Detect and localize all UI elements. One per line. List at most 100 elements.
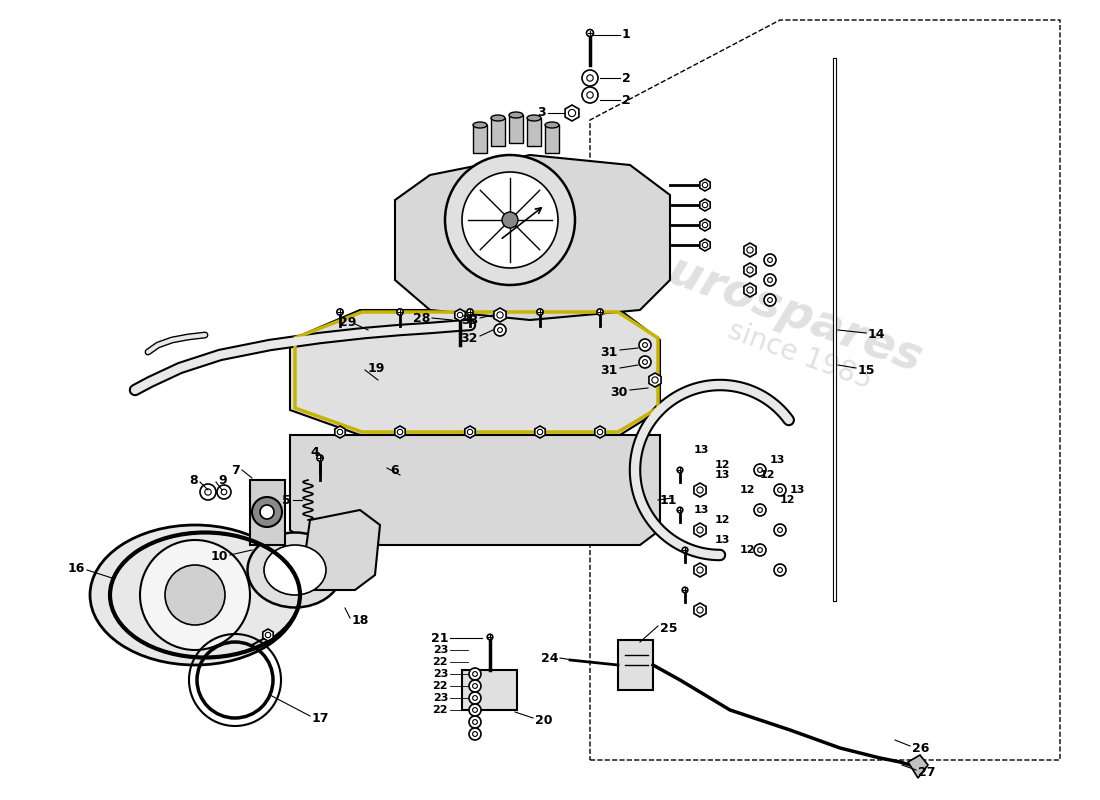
Circle shape <box>537 430 542 434</box>
Circle shape <box>458 312 463 318</box>
Polygon shape <box>334 426 345 438</box>
Text: 17: 17 <box>312 711 330 725</box>
Circle shape <box>140 540 250 650</box>
Polygon shape <box>694 563 706 577</box>
Polygon shape <box>700 219 711 231</box>
Bar <box>509 115 522 143</box>
Text: 5: 5 <box>283 494 292 506</box>
Polygon shape <box>744 263 756 277</box>
Circle shape <box>754 544 766 556</box>
Polygon shape <box>694 523 706 537</box>
Ellipse shape <box>509 112 522 118</box>
Circle shape <box>682 547 688 553</box>
Bar <box>618 640 653 690</box>
Circle shape <box>473 707 477 712</box>
Circle shape <box>497 328 503 333</box>
Circle shape <box>469 704 481 716</box>
Bar <box>527 118 541 146</box>
Text: 18: 18 <box>352 614 370 626</box>
Circle shape <box>682 587 688 593</box>
Circle shape <box>582 70 598 86</box>
Polygon shape <box>908 755 928 778</box>
Polygon shape <box>395 155 670 320</box>
Text: 32: 32 <box>461 331 478 345</box>
Text: 16: 16 <box>67 562 85 574</box>
Polygon shape <box>694 483 706 497</box>
Circle shape <box>462 172 558 268</box>
Circle shape <box>702 222 707 228</box>
Circle shape <box>764 274 776 286</box>
Polygon shape <box>465 426 475 438</box>
Circle shape <box>652 377 658 383</box>
Circle shape <box>397 430 403 434</box>
Circle shape <box>165 565 226 625</box>
Polygon shape <box>694 603 706 617</box>
Circle shape <box>582 87 598 103</box>
Text: 13: 13 <box>790 485 805 495</box>
Text: 12: 12 <box>740 545 756 555</box>
Text: 12: 12 <box>740 485 756 495</box>
Polygon shape <box>700 239 711 251</box>
Text: 2: 2 <box>621 94 630 106</box>
Circle shape <box>639 339 651 351</box>
Circle shape <box>469 728 481 740</box>
Text: 12: 12 <box>760 470 775 480</box>
Ellipse shape <box>527 115 541 121</box>
Circle shape <box>446 155 575 285</box>
Text: 23: 23 <box>432 645 448 655</box>
Polygon shape <box>290 435 660 545</box>
Ellipse shape <box>491 115 505 121</box>
Bar <box>462 670 517 710</box>
Circle shape <box>774 524 786 536</box>
Ellipse shape <box>248 533 342 607</box>
Circle shape <box>764 254 776 266</box>
Text: 27: 27 <box>918 766 935 778</box>
Text: 22: 22 <box>432 705 448 715</box>
Circle shape <box>702 182 707 188</box>
Circle shape <box>497 312 503 318</box>
Text: 13: 13 <box>715 470 730 480</box>
Circle shape <box>778 528 782 533</box>
Text: 19: 19 <box>368 362 385 374</box>
Circle shape <box>473 731 477 736</box>
Circle shape <box>473 695 477 701</box>
Polygon shape <box>395 426 405 438</box>
Text: 23: 23 <box>432 693 448 703</box>
Circle shape <box>697 527 703 533</box>
Text: 6: 6 <box>390 463 398 477</box>
Text: 13: 13 <box>694 505 710 515</box>
Text: 31: 31 <box>601 346 618 358</box>
Circle shape <box>754 464 766 476</box>
Text: 13: 13 <box>694 445 710 455</box>
Circle shape <box>678 507 683 513</box>
Circle shape <box>774 564 786 576</box>
Bar <box>544 125 559 153</box>
Circle shape <box>200 484 216 500</box>
Circle shape <box>473 672 477 677</box>
Text: 22: 22 <box>432 657 448 667</box>
Polygon shape <box>700 199 711 211</box>
Circle shape <box>468 430 473 434</box>
Circle shape <box>487 634 493 640</box>
Text: 12: 12 <box>715 460 730 470</box>
Circle shape <box>205 489 211 495</box>
Circle shape <box>597 309 603 315</box>
Text: 14: 14 <box>868 329 886 342</box>
Text: 10: 10 <box>210 550 228 563</box>
Polygon shape <box>700 179 711 191</box>
Circle shape <box>469 668 481 680</box>
Circle shape <box>397 309 404 315</box>
Bar <box>250 480 285 545</box>
Text: since 1985: since 1985 <box>724 316 876 394</box>
Circle shape <box>473 683 477 688</box>
Circle shape <box>642 360 648 364</box>
Circle shape <box>537 309 543 315</box>
Text: 21: 21 <box>430 631 448 645</box>
Text: 7: 7 <box>231 463 240 477</box>
Text: 28: 28 <box>412 311 430 325</box>
Circle shape <box>221 489 227 494</box>
Ellipse shape <box>90 525 300 665</box>
Circle shape <box>469 680 481 692</box>
Circle shape <box>747 267 754 273</box>
Circle shape <box>317 455 323 461</box>
